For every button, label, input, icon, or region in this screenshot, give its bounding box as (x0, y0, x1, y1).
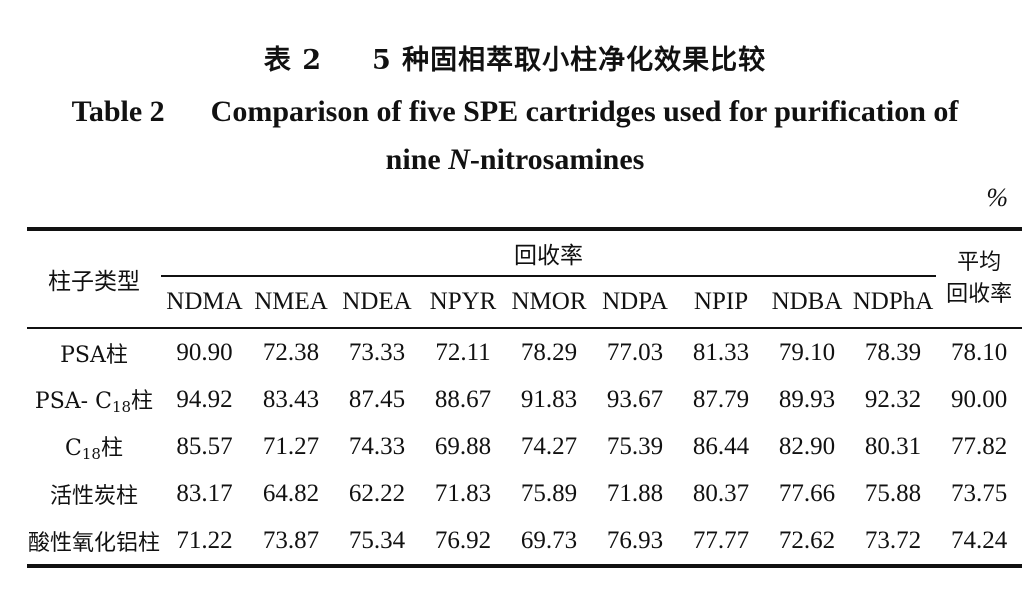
cell-average: 90.00 (950, 385, 1008, 413)
cell-nmea: 71.27 (262, 432, 320, 460)
cell-ndpha: 75.88 (864, 479, 922, 507)
cell-nmor: 74.27 (520, 432, 578, 460)
cell-ndma: 94.92 (176, 385, 233, 413)
caption-en-title-prefix: nine (385, 143, 449, 176)
cell-npyr: 76.92 (420, 517, 506, 568)
cell-npyr: 88.67 (434, 385, 492, 413)
caption-en-title-line1: Comparison of five SPE cartridges used f… (210, 95, 959, 128)
cell-ndma: 90.90 (176, 338, 233, 366)
row-label-text: PSA柱 (60, 342, 128, 368)
cell-nmor: 91.83 (520, 385, 578, 413)
caption-cn-title: 5 种固相萃取小柱净化效果比较 (372, 45, 767, 76)
cell-ndba: 77.66 (778, 479, 836, 507)
caption-chinese: 表 2 5 种固相萃取小柱净化效果比较 (0, 38, 1030, 77)
cell-ndpa: 71.88 (606, 479, 664, 507)
cell-nmor: 69.73 (506, 517, 592, 568)
cell-ndma: 83.17 (176, 479, 233, 507)
cell-average: 77.82 (950, 432, 1008, 460)
table-row: 酸性氧化铝柱 71.22 73.87 75.34 76.92 69.73 76.93 77.7… (27, 517, 1023, 568)
table-row: PSA柱 90.90 72.38 73.33 72.11 78.29 77.03 81.33 7… (27, 328, 1022, 376)
table-row: PSA- C18柱 94.92 83.43 87.45 88.67 91.83 93.67 8… (27, 376, 1022, 423)
cell-npyr: 71.83 (434, 479, 492, 507)
cell-ndpha: 92.32 (864, 385, 922, 413)
cell-ndea: 74.33 (348, 432, 406, 460)
column-type-header: 柱子类型 (27, 227, 161, 329)
cell-npyr: 69.88 (434, 432, 492, 460)
column-header-ndea: NDEA (334, 276, 420, 329)
row-label: 活性炭柱 (27, 470, 161, 517)
column-header-ndba: NDBA (764, 276, 850, 329)
cell-nmea: 73.87 (248, 517, 334, 568)
column-header-nmor: NMOR (506, 276, 592, 329)
row-label: C18柱 (27, 423, 161, 470)
caption-cn-label: 表 2 (263, 45, 322, 76)
cell-ndba: 89.93 (778, 385, 836, 413)
row-label-text: C (65, 436, 82, 461)
cell-npip: 81.33 (692, 338, 750, 366)
cell-ndea: 87.45 (348, 385, 406, 413)
row-label-subscript: 18 (81, 445, 101, 463)
unit-label: % (986, 183, 1008, 212)
average-recovery-header-line1: 平均 (957, 250, 1002, 275)
average-recovery-header: 平均 回收率 (936, 227, 1023, 329)
cell-ndpa: 93.67 (606, 385, 664, 413)
column-header-ndpha: NDPhA (850, 276, 937, 329)
caption-en-title-suffix: -nitrosamines (469, 143, 645, 176)
row-label-text: 活性炭柱 (49, 483, 138, 509)
cell-npip: 86.44 (692, 432, 750, 460)
row-label-suffix: 柱 (131, 389, 154, 414)
cell-npip: 77.77 (678, 517, 764, 568)
cell-average: 73.75 (950, 479, 1008, 507)
cell-ndea: 73.33 (348, 338, 406, 366)
table-row: 活性炭柱 83.17 64.82 62.22 71.83 75.89 71.88 80.37 7… (27, 470, 1022, 517)
table-row: C18柱 85.57 71.27 74.33 69.88 74.27 75.39 86.44 8… (27, 423, 1022, 470)
recovery-table: 柱子类型 回收率 平均 回收率 NDMA NMEA NDEA NPYR NMOR NDPA… (27, 227, 1023, 568)
cell-ndma: 71.22 (161, 517, 248, 568)
row-label-subscript: 18 (111, 398, 132, 416)
cell-ndea: 62.22 (348, 479, 406, 507)
cell-average: 74.24 (936, 517, 1023, 568)
cell-nmea: 83.43 (262, 385, 320, 413)
cell-ndma: 85.57 (176, 432, 233, 460)
cell-ndpha: 78.39 (864, 338, 922, 366)
cell-ndpa: 75.39 (606, 432, 664, 460)
caption-en-title-italic: N (448, 143, 470, 176)
caption-en-label: Table 2 (71, 95, 165, 128)
cell-nmea: 72.38 (262, 338, 320, 366)
row-label: PSA柱 (27, 328, 161, 376)
row-label: 酸性氧化铝柱 (27, 517, 161, 568)
cell-nmor: 75.89 (520, 479, 578, 507)
row-label-suffix: 柱 (100, 436, 123, 461)
cell-ndpha: 73.72 (850, 517, 937, 568)
cell-ndba: 79.10 (778, 338, 836, 366)
cell-nmea: 64.82 (262, 479, 320, 507)
column-header-ndma: NDMA (161, 276, 248, 329)
cell-nmor: 78.29 (520, 338, 578, 366)
column-header-nmea: NMEA (248, 276, 334, 329)
column-header-ndpa: NDPA (592, 276, 678, 329)
caption-english: Table 2 Comparison of five SPE cartridges… (0, 88, 1030, 184)
cell-average: 78.10 (950, 338, 1008, 366)
row-label-text: PSA- C (34, 389, 112, 414)
cell-ndpa: 76.93 (592, 517, 678, 568)
cell-ndea: 75.34 (334, 517, 420, 568)
cell-ndpa: 77.03 (606, 338, 664, 366)
recovery-group-header: 回收率 (161, 227, 937, 277)
average-recovery-header-line2: 回收率 (946, 282, 1013, 307)
cell-npip: 87.79 (692, 385, 750, 413)
row-label-text: 酸性氧化铝柱 (27, 530, 160, 556)
cell-ndba: 82.90 (778, 432, 836, 460)
row-label: PSA- C18柱 (27, 376, 161, 423)
column-header-npip: NPIP (678, 276, 764, 329)
cell-ndpha: 80.31 (864, 432, 922, 460)
cell-npyr: 72.11 (435, 338, 491, 366)
cell-ndba: 72.62 (764, 517, 850, 568)
column-header-npyr: NPYR (420, 276, 506, 329)
cell-npip: 80.37 (692, 479, 750, 507)
